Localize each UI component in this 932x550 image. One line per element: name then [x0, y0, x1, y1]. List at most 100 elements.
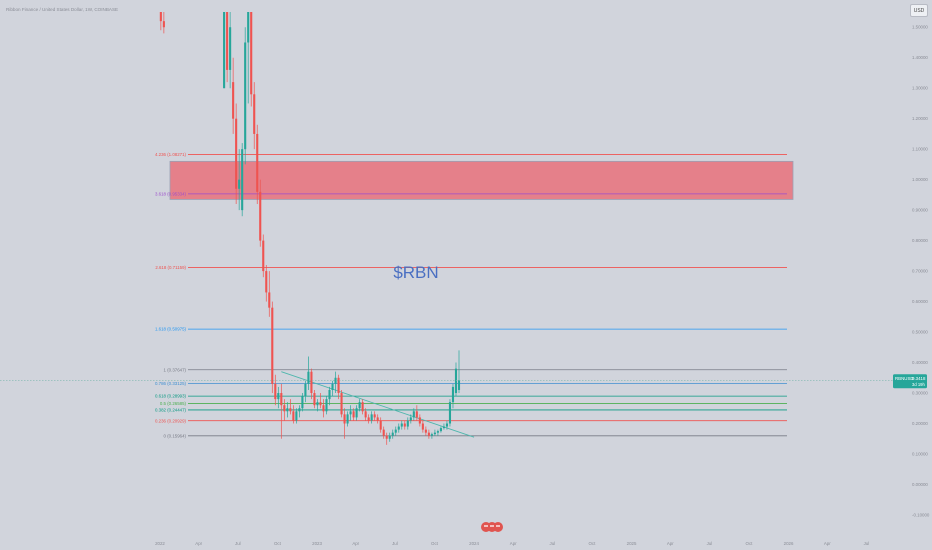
- descending-trendline[interactable]: [281, 371, 475, 438]
- candle[interactable]: [310, 368, 313, 400]
- candle[interactable]: [301, 393, 304, 412]
- candle[interactable]: [379, 417, 382, 433]
- candle[interactable]: [238, 149, 241, 211]
- candle[interactable]: [361, 399, 364, 415]
- candle[interactable]: [316, 399, 319, 412]
- candle-body: [286, 408, 289, 412]
- candle[interactable]: [283, 399, 286, 421]
- candle[interactable]: [241, 143, 244, 217]
- candle[interactable]: [268, 271, 271, 317]
- candle[interactable]: [385, 432, 388, 445]
- candle-body: [265, 271, 268, 293]
- candle[interactable]: [159, 12, 162, 31]
- candle[interactable]: [280, 383, 283, 439]
- candle[interactable]: [430, 432, 433, 439]
- candle[interactable]: [349, 405, 352, 421]
- candle[interactable]: [445, 420, 449, 430]
- candle[interactable]: [328, 386, 331, 406]
- candle[interactable]: [451, 383, 455, 409]
- candle[interactable]: [277, 386, 280, 409]
- candle[interactable]: [340, 389, 343, 418]
- candle[interactable]: [259, 179, 262, 247]
- x-tick-label: 2025: [627, 541, 637, 546]
- candle[interactable]: [292, 405, 295, 424]
- candle[interactable]: [412, 408, 415, 421]
- candle[interactable]: [235, 103, 238, 205]
- candle[interactable]: [162, 12, 165, 34]
- candle[interactable]: [322, 399, 325, 418]
- candle[interactable]: [265, 265, 268, 302]
- candle[interactable]: [448, 399, 452, 427]
- candle[interactable]: [271, 301, 274, 394]
- candle[interactable]: [439, 426, 442, 433]
- candle[interactable]: [457, 350, 461, 394]
- candle[interactable]: [352, 408, 355, 421]
- candle[interactable]: [256, 124, 259, 205]
- candle[interactable]: [319, 393, 322, 409]
- candle[interactable]: [253, 82, 256, 150]
- candle[interactable]: [334, 371, 337, 394]
- candle[interactable]: [406, 417, 409, 430]
- candle[interactable]: [391, 429, 394, 439]
- candle[interactable]: [370, 411, 373, 424]
- candle-body: [337, 377, 340, 394]
- price-tag[interactable]: [893, 374, 927, 389]
- y-tick-label: 1.30000: [912, 86, 928, 91]
- candle[interactable]: [427, 429, 430, 439]
- candle[interactable]: [286, 402, 289, 418]
- candle-body: [162, 21, 165, 28]
- candle[interactable]: [394, 426, 397, 436]
- candle[interactable]: [382, 426, 385, 439]
- candle[interactable]: [424, 426, 427, 436]
- candle[interactable]: [262, 234, 265, 278]
- candle[interactable]: [415, 405, 418, 421]
- candle[interactable]: [409, 414, 412, 424]
- currency-button[interactable]: USD: [910, 4, 928, 17]
- candle[interactable]: [442, 423, 445, 430]
- candle-body: [418, 417, 421, 424]
- candle[interactable]: [274, 374, 277, 406]
- candle[interactable]: [397, 423, 400, 433]
- candle[interactable]: [232, 57, 235, 134]
- candle[interactable]: [325, 396, 328, 415]
- candle[interactable]: [289, 399, 292, 415]
- candle-body: [385, 435, 388, 439]
- candle[interactable]: [223, 12, 226, 89]
- candle[interactable]: [364, 408, 367, 421]
- candle[interactable]: [331, 380, 334, 397]
- candle[interactable]: [376, 414, 379, 424]
- candle[interactable]: [229, 12, 232, 89]
- candle[interactable]: [346, 411, 349, 427]
- candle[interactable]: [367, 414, 370, 424]
- candle[interactable]: [418, 414, 421, 427]
- candle-body: [256, 133, 259, 192]
- candle[interactable]: [295, 408, 298, 424]
- candle-body: [250, 12, 253, 95]
- market-flags-icon[interactable]: [481, 522, 503, 532]
- candle[interactable]: [388, 432, 391, 442]
- candle[interactable]: [355, 405, 358, 421]
- candle[interactable]: [313, 389, 316, 409]
- candle[interactable]: [337, 374, 340, 400]
- candle[interactable]: [304, 380, 307, 403]
- candle-body: [328, 389, 331, 400]
- candle-body: [304, 383, 307, 397]
- candle[interactable]: [358, 399, 361, 412]
- candle[interactable]: [307, 356, 310, 390]
- candle[interactable]: [403, 420, 406, 430]
- candle-body: [400, 423, 403, 427]
- candle[interactable]: [343, 408, 346, 439]
- candle[interactable]: [247, 12, 250, 104]
- candle[interactable]: [298, 405, 301, 418]
- candle[interactable]: [421, 420, 424, 433]
- candle[interactable]: [454, 362, 458, 397]
- candle[interactable]: [436, 429, 439, 436]
- candle[interactable]: [250, 12, 253, 107]
- candle[interactable]: [244, 27, 247, 165]
- candle[interactable]: [226, 12, 229, 83]
- candle[interactable]: [373, 411, 376, 421]
- candle[interactable]: [433, 429, 436, 436]
- candle[interactable]: [400, 420, 403, 430]
